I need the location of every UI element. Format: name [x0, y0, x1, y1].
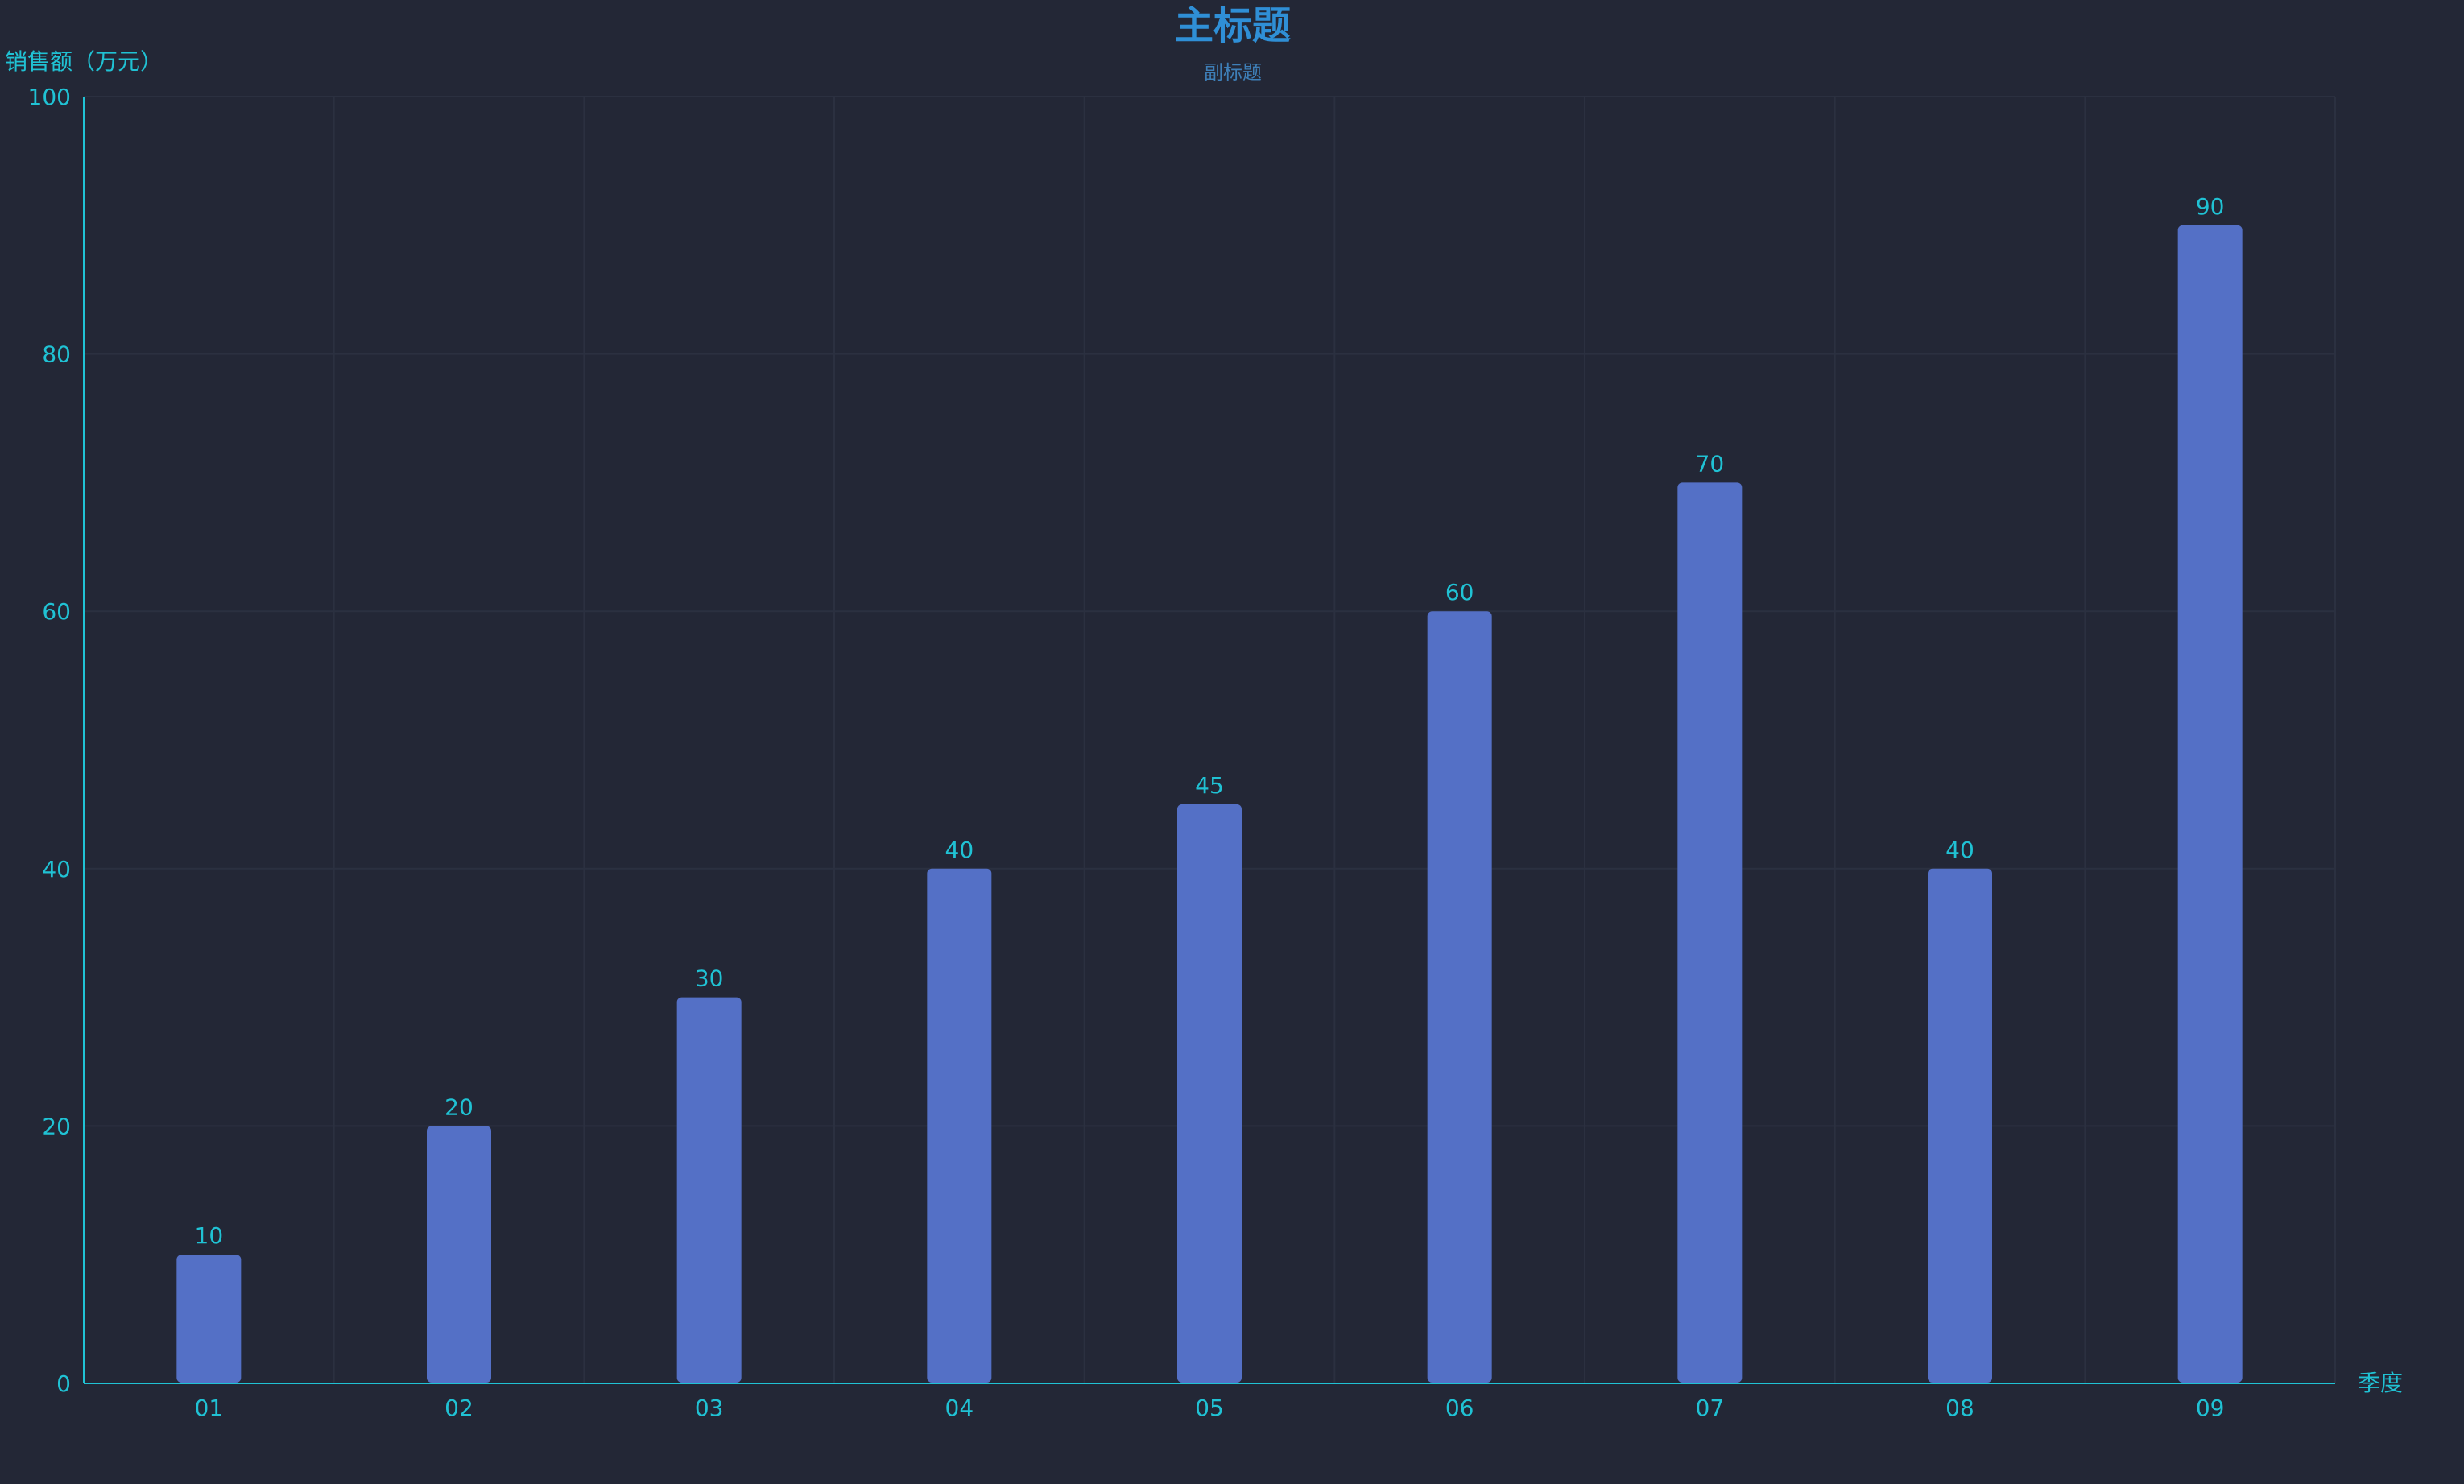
x-tick-label: 04	[945, 1395, 974, 1421]
bar	[927, 868, 992, 1383]
bar	[1427, 611, 1492, 1383]
chart-title: 主标题	[1175, 3, 1291, 48]
x-tick-labels: 01 02 03 04 05 06 07 08 09	[195, 1395, 2225, 1421]
bar-value-label: 70	[1696, 450, 1725, 477]
bar-value-label: 20	[444, 1093, 473, 1120]
bar-value-label: 40	[1945, 837, 1974, 863]
bar-value-label: 10	[195, 1222, 224, 1249]
grid-lines	[84, 96, 2336, 1383]
bars	[176, 225, 2243, 1383]
x-tick-label: 08	[1945, 1395, 1974, 1421]
bar-value-label: 60	[1445, 579, 1474, 606]
bar-value-label: 30	[695, 965, 724, 992]
x-tick-label: 02	[444, 1395, 473, 1421]
y-tick-label: 20	[42, 1113, 71, 1139]
y-axis-title: 销售额（万元）	[5, 48, 163, 75]
bar	[176, 1255, 242, 1383]
y-tick-label: 60	[42, 598, 71, 625]
bar	[1677, 482, 1743, 1383]
x-tick-label: 01	[195, 1395, 224, 1421]
bar	[1177, 804, 1242, 1383]
bar	[2177, 225, 2243, 1383]
bar	[1928, 868, 1992, 1383]
y-tick-labels: 0 20 40 60 80 100	[28, 84, 71, 1397]
y-tick-label: 0	[56, 1370, 71, 1397]
x-axis-title: 季度	[2358, 1370, 2403, 1396]
bar-value-label: 40	[945, 837, 974, 863]
y-tick-label: 100	[28, 84, 71, 110]
bar-value-label: 45	[1195, 772, 1224, 799]
y-tick-label: 80	[42, 341, 71, 368]
x-tick-label: 09	[2196, 1395, 2225, 1421]
bar	[427, 1126, 491, 1383]
data-labels: 10 20 30 40 45 60 70 40 90	[195, 193, 2225, 1249]
x-tick-label: 03	[695, 1395, 724, 1421]
chart-subtitle: 副标题	[1204, 61, 1262, 84]
bar-value-label: 90	[2196, 193, 2225, 220]
x-tick-label: 05	[1195, 1395, 1224, 1421]
x-tick-label: 06	[1445, 1395, 1474, 1421]
axes	[83, 97, 2335, 1384]
x-tick-label: 07	[1696, 1395, 1725, 1421]
y-tick-label: 40	[42, 856, 71, 883]
bar	[676, 997, 742, 1383]
